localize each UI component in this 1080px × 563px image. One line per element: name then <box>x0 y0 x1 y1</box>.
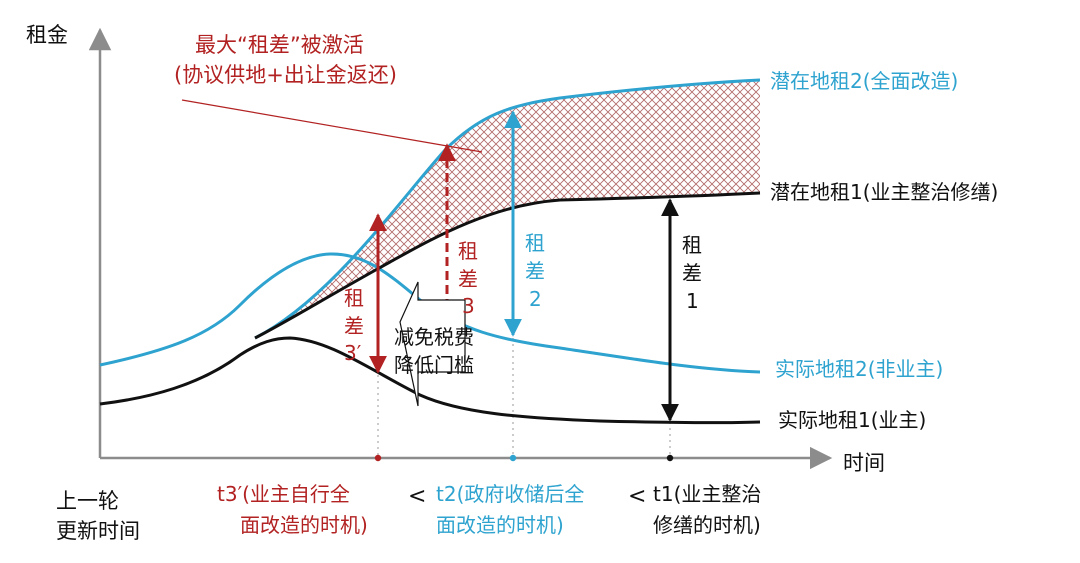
actual-rent-2-label: 实际地租2(非业主) <box>775 357 943 381</box>
gap-3-label-char-3: 3 <box>462 294 475 318</box>
t2-label-line-1: t2(政府收储后全 <box>436 482 584 506</box>
t3p-label-line-1: t3′(业主自行全 <box>217 482 350 506</box>
origin-label-line-1: 上一轮 <box>56 489 119 513</box>
t3p-axis-dot <box>374 454 382 462</box>
less-than-sign-1: < <box>408 484 426 509</box>
gap-3p-label-char-3: 3′ <box>344 341 362 365</box>
gap-3-label-char-2: 差 <box>458 267 478 291</box>
origin-label-line-2: 更新时间 <box>56 519 140 543</box>
potential-rent-2-curve <box>254 78 761 340</box>
gap-3p-label-char-2: 差 <box>344 314 364 338</box>
potential-rent-1-curve <box>254 191 761 340</box>
gap-1-label-char-3: 1 <box>686 289 699 313</box>
policy-left-arrow <box>399 281 466 407</box>
policy-note-line-1: 减免税费 <box>394 325 474 349</box>
t1-label-line-1: t1(业主整治 <box>653 482 761 506</box>
callout-title: 最大“租差”被激活 <box>195 33 364 57</box>
less-than-sign-2: < <box>628 484 646 509</box>
policy-note-line-2: 降低门槛 <box>394 353 474 377</box>
gap-2-label-char-1: 租 <box>525 231 545 255</box>
gap-2-label-char-2: 差 <box>525 259 545 283</box>
potential-rent-2-label: 潜在地租2(全面改造) <box>770 69 958 93</box>
x-axis-label: 时间 <box>843 451 885 475</box>
t2-axis-dot <box>509 454 517 462</box>
t1-axis-dot <box>666 454 674 462</box>
gap-2-label-char-3: 2 <box>529 287 542 311</box>
actual-rent-1-label: 实际地租1(业主) <box>778 408 926 432</box>
potential-rent-1-label: 潜在地租1(业主整治修缮) <box>770 180 998 204</box>
gap-1-label-char-2: 差 <box>682 261 702 285</box>
gap-3p-label-char-1: 租 <box>344 286 364 310</box>
gap-3-label-char-1: 租 <box>458 239 478 263</box>
callout-subtitle: (协议供地+出让金返还) <box>174 63 397 87</box>
t2-label-line-2: 面改造的时机) <box>436 513 564 537</box>
y-axis-label: 租金 <box>26 23 68 47</box>
t3p-label-line-2: 面改造的时机) <box>240 513 368 537</box>
t1-label-line-2: 修缮的时机) <box>653 513 761 537</box>
actual-rent-1-curve <box>99 336 761 425</box>
callout-leader-line <box>181 99 483 153</box>
gap-1-label-char-1: 租 <box>682 233 702 257</box>
actual-rent-2-curve <box>99 252 761 374</box>
